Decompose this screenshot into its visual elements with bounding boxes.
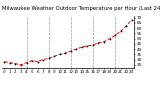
- Text: Milwaukee Weather Outdoor Temperature per Hour (Last 24 Hours): Milwaukee Weather Outdoor Temperature pe…: [2, 7, 160, 11]
